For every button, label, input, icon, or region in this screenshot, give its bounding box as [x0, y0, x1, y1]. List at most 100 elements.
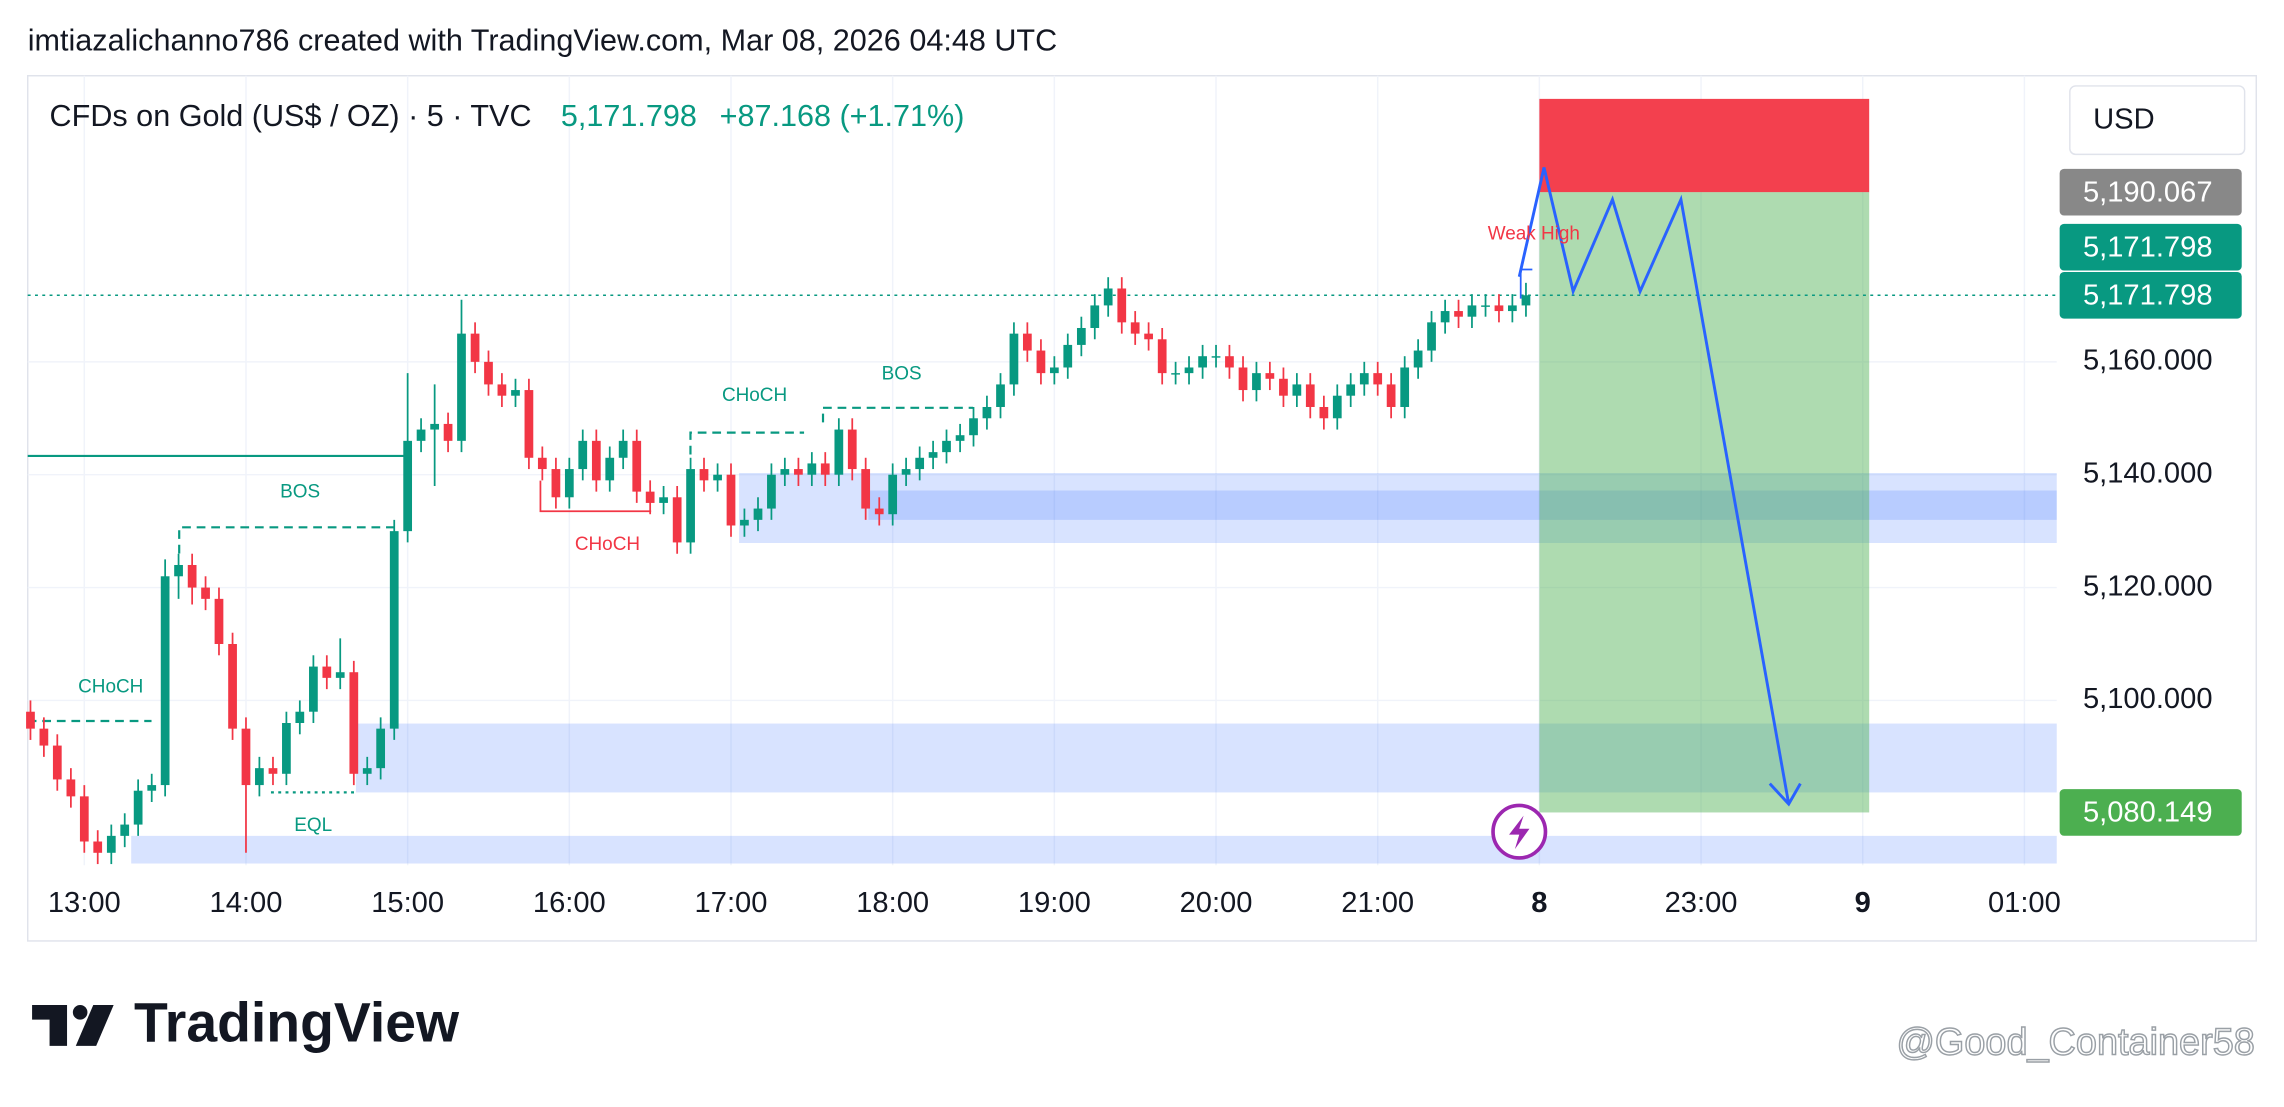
- annotation: BOS: [882, 363, 922, 384]
- candle-body: [699, 469, 709, 481]
- y-tick-label: 5,160.000: [2083, 345, 2213, 377]
- x-tick-label: 15:00: [371, 887, 444, 919]
- bos-line: [178, 526, 397, 554]
- y-tick-label: 5,120.000: [2083, 570, 2213, 602]
- candle-body: [1198, 356, 1207, 368]
- candle-body: [1279, 378, 1288, 396]
- candle-body: [605, 457, 615, 481]
- x-tick-label: 14:00: [210, 887, 283, 919]
- candle-body: [1076, 327, 1086, 345]
- candle-body: [214, 598, 224, 644]
- y-tick-label: 5,100.000: [2083, 683, 2213, 715]
- candle-body: [362, 768, 372, 774]
- candle-body: [794, 469, 803, 475]
- candle-body: [672, 497, 682, 543]
- annotation: CHoCH: [78, 677, 143, 698]
- candle-body: [1454, 311, 1463, 317]
- candle-body: [901, 469, 911, 475]
- logo: [32, 1005, 114, 1046]
- candle-body: [659, 497, 668, 503]
- candle-body: [915, 457, 925, 470]
- candle-body: [1292, 384, 1302, 396]
- candle-body: [1184, 367, 1194, 374]
- candle-body: [147, 785, 157, 791]
- currency[interactable]: USD: [2093, 104, 2155, 136]
- x-tick-label: 9: [1855, 887, 1871, 919]
- target-zone: [1539, 192, 1870, 813]
- candle-body: [335, 672, 345, 678]
- candle-body: [295, 711, 305, 724]
- annotation: EQL: [294, 815, 332, 836]
- logo-text: TradingView: [134, 992, 460, 1054]
- x-tick-label: 17:00: [695, 887, 768, 919]
- candle-body: [847, 429, 857, 470]
- zone: [355, 723, 2057, 793]
- candle-body: [928, 452, 938, 458]
- candle-body: [578, 440, 588, 470]
- candle-body: [713, 474, 722, 481]
- candle-body: [618, 440, 628, 458]
- x-tick-label: 21:00: [1341, 887, 1414, 919]
- lightning: [1509, 815, 1530, 850]
- x-tick-label: 19:00: [1018, 887, 1091, 919]
- choch-line: [539, 480, 652, 513]
- x-tick-label: 8: [1531, 887, 1547, 919]
- candle-body: [740, 519, 749, 526]
- candle-body: [632, 440, 642, 492]
- currency-button[interactable]: [2069, 85, 2246, 156]
- candle-body: [1494, 305, 1504, 312]
- candle-body: [524, 390, 534, 458]
- annotation: Weak High: [1488, 224, 1580, 245]
- candle-body: [874, 508, 884, 515]
- annotation: BOS: [280, 481, 320, 502]
- candle-body: [1225, 356, 1234, 368]
- price-label-box: [2059, 789, 2242, 836]
- candle-body: [1359, 373, 1369, 385]
- logo-mark: [32, 1005, 68, 1046]
- annotation: CHoCH: [722, 385, 787, 406]
- candle-body: [497, 384, 507, 396]
- candle-body: [1252, 373, 1261, 391]
- candle-body: [942, 440, 951, 453]
- candle-body: [1103, 288, 1113, 306]
- candle-body: [1171, 373, 1180, 375]
- candle-body: [511, 390, 520, 396]
- candle-body: [66, 779, 76, 797]
- logo-mark: [75, 1005, 114, 1046]
- price-label-box: [2059, 271, 2242, 319]
- candle-body: [807, 463, 817, 475]
- x-tick-label: 01:00: [1988, 887, 2061, 919]
- zone: [739, 473, 2057, 543]
- candle-body: [443, 423, 453, 441]
- x-tick-label: 18:00: [856, 887, 929, 919]
- candle-body: [39, 728, 49, 746]
- candle-body: [484, 361, 493, 385]
- candle-body: [282, 723, 291, 774]
- candle-body: [52, 745, 62, 780]
- candle-body: [969, 418, 978, 436]
- candle-body: [753, 508, 763, 520]
- candle-body: [767, 474, 776, 509]
- candle-body: [376, 728, 386, 769]
- price-label: 5,190.067: [2083, 176, 2213, 208]
- stop-zone: [1539, 98, 1870, 193]
- candle-body: [389, 531, 399, 729]
- candle-body: [996, 384, 1005, 407]
- candle-body: [1481, 305, 1490, 307]
- candle-body: [416, 429, 426, 441]
- arrow-head: [1768, 782, 1802, 807]
- candle-body: [861, 469, 871, 509]
- candle-body: [564, 469, 574, 498]
- candle-body: [1022, 333, 1032, 351]
- candle-body: [1049, 367, 1059, 374]
- candle-body: [982, 406, 992, 419]
- price-change: +87.168 (+1.71%): [720, 99, 965, 133]
- candle-body: [1508, 305, 1517, 312]
- candle-body: [457, 333, 466, 441]
- candle-body: [1440, 311, 1450, 323]
- candle-body: [726, 474, 736, 526]
- last-price: 5,171.798: [561, 99, 697, 133]
- candle-body: [686, 469, 695, 543]
- candle-body: [1332, 395, 1342, 419]
